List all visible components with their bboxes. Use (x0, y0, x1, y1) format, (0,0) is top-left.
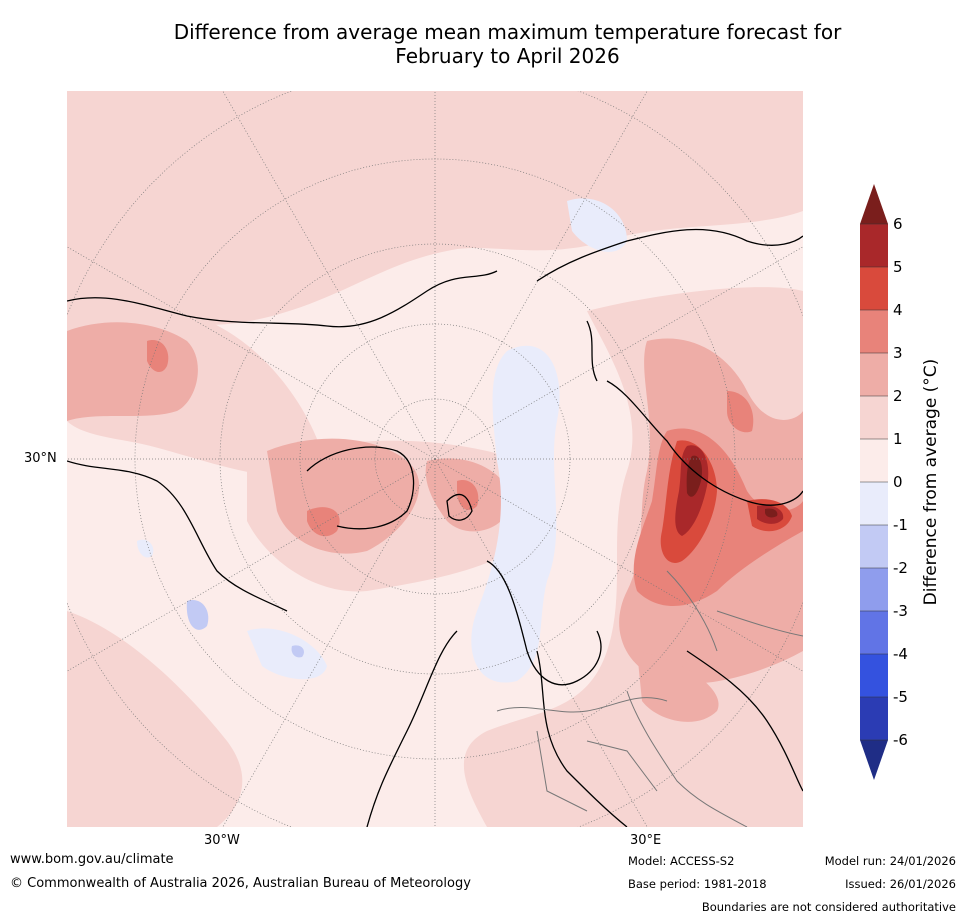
anomaly-over-6-regions (686, 455, 778, 518)
colorbar-segment (860, 611, 888, 654)
colorbar-segment (860, 353, 888, 396)
colorbar-segments (860, 224, 888, 740)
country-boundaries (496, 570, 803, 827)
colorbar-tick-label: 2 (893, 387, 903, 405)
colorbar-under-triangle (860, 740, 888, 780)
colorbar-tick-label: 6 (893, 215, 903, 233)
colorbar-segment (860, 396, 888, 439)
footer-issued: Issued: 26/01/2026 (845, 877, 956, 891)
footer-website: www.bom.gov.au/climate (10, 852, 174, 867)
colorbar-segment (860, 482, 888, 525)
footer-copyright: © Commonwealth of Australia 2026, Austra… (10, 876, 471, 891)
title-line-2: February to April 2026 (395, 44, 620, 68)
colorbar: 6 5 4 3 2 1 0 -1 -2 -3 -4 -5 -6 Difference from aver… (860, 184, 941, 780)
coastlines (67, 228, 803, 827)
colorbar-segment (860, 439, 888, 482)
colorbar-label: Difference from average (°C) (921, 359, 941, 606)
anomaly-negative-0-1-regions (137, 198, 627, 683)
colorbar-over-triangle (860, 184, 888, 224)
colorbar-segment (860, 697, 888, 740)
graticule (67, 91, 803, 827)
colorbar-tick-label: -2 (893, 559, 908, 577)
footer-disclaimer: Boundaries are not considered authoritat… (701, 900, 956, 914)
colorbar-tick-label: 5 (893, 258, 903, 276)
anomaly-negative-1-2-regions (186, 600, 304, 658)
lat-label-30n: 30°N (24, 451, 57, 466)
lon-label-30w: 30°W (204, 833, 240, 848)
colorbar-segment (860, 654, 888, 697)
colorbar-tick-label: -6 (893, 731, 908, 749)
title-line-1: Difference from average mean maximum tem… (173, 20, 842, 44)
colorbar-segment (860, 568, 888, 611)
colorbar-tick-label: -1 (893, 516, 908, 534)
map-title: Difference from average mean maximum tem… (0, 20, 965, 68)
temperature-anomaly-map (67, 91, 803, 827)
footer-model: Model: ACCESS-S2 (628, 854, 735, 868)
footer-model-run: Model run: 24/01/2026 (824, 854, 956, 868)
footer-base-period: Base period: 1981-2018 (628, 877, 767, 891)
colorbar-tick-label: -5 (893, 688, 908, 706)
colorbar-segment (860, 267, 888, 310)
colorbar-segment (860, 224, 888, 267)
colorbar-ticks: 6 5 4 3 2 1 0 -1 -2 -3 -4 -5 -6 (860, 215, 908, 749)
lon-label-30e: 30°E (630, 833, 662, 848)
colorbar-tick-label: 3 (893, 344, 903, 362)
colorbar-tick-label: 4 (893, 301, 903, 319)
colorbar-tick-label: -4 (893, 645, 908, 663)
colorbar-tick-label: 0 (893, 473, 903, 491)
colorbar-tick-label: 1 (893, 430, 903, 448)
colorbar-segment (860, 310, 888, 353)
colorbar-segment (860, 525, 888, 568)
colorbar-tick-label: -3 (893, 602, 908, 620)
